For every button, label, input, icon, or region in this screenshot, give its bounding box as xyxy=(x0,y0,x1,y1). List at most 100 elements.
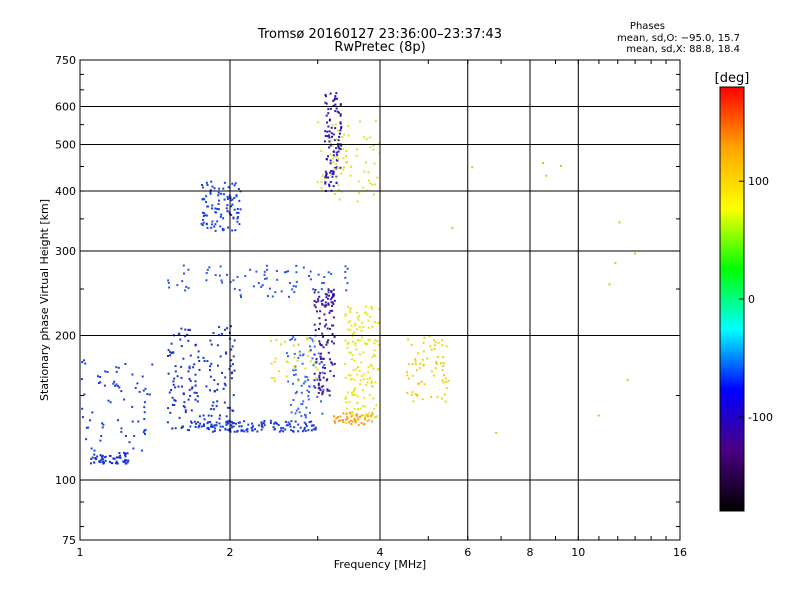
data-point xyxy=(328,394,331,397)
data-point xyxy=(211,204,214,207)
series-9 xyxy=(344,305,381,424)
data-point xyxy=(313,304,316,307)
data-point xyxy=(181,280,184,283)
data-point xyxy=(182,264,185,267)
data-point xyxy=(187,398,190,401)
data-point xyxy=(276,422,278,425)
data-point xyxy=(355,154,358,157)
data-point xyxy=(103,384,106,387)
data-point xyxy=(322,384,325,387)
data-point xyxy=(263,273,266,276)
data-point xyxy=(192,366,195,369)
data-point xyxy=(202,221,205,224)
data-point xyxy=(297,380,300,383)
data-point xyxy=(350,165,352,168)
data-point xyxy=(233,287,236,290)
data-point xyxy=(370,420,373,423)
data-point xyxy=(219,355,222,358)
data-point xyxy=(334,103,337,106)
data-point xyxy=(168,286,171,289)
data-point xyxy=(186,333,189,336)
data-point xyxy=(255,270,258,273)
data-point xyxy=(275,270,278,272)
data-point xyxy=(217,364,219,367)
data-point xyxy=(213,430,216,432)
data-point xyxy=(354,324,357,327)
data-point xyxy=(293,356,296,359)
data-point xyxy=(441,369,444,371)
data-point xyxy=(306,355,309,358)
data-point xyxy=(99,376,102,378)
data-point xyxy=(221,425,224,428)
data-point xyxy=(196,400,199,403)
data-point xyxy=(188,377,191,380)
data-point xyxy=(376,415,379,418)
data-point xyxy=(317,291,320,294)
data-point xyxy=(344,276,347,279)
data-point xyxy=(333,98,336,101)
data-point xyxy=(317,352,320,355)
data-point xyxy=(197,426,200,429)
data-point xyxy=(319,389,322,392)
data-point xyxy=(254,428,256,431)
data-point xyxy=(210,408,213,410)
data-point xyxy=(320,300,323,303)
data-point xyxy=(326,341,329,344)
data-point xyxy=(349,320,352,323)
data-point xyxy=(306,338,309,341)
data-point xyxy=(203,425,205,427)
data-point xyxy=(98,460,101,463)
data-point xyxy=(328,183,331,186)
data-point xyxy=(144,433,146,435)
data-point xyxy=(261,284,264,287)
data-point xyxy=(347,374,350,377)
data-point xyxy=(351,420,354,423)
data-point xyxy=(366,313,369,316)
data-point xyxy=(97,375,99,378)
data-point xyxy=(329,107,332,110)
data-point xyxy=(124,362,127,365)
data-point xyxy=(280,429,283,432)
chart-subtitle: RwPretec (8p) xyxy=(334,40,426,55)
data-point xyxy=(284,340,286,343)
data-point xyxy=(297,423,300,426)
data-point xyxy=(124,454,126,457)
data-point xyxy=(115,456,118,459)
data-point xyxy=(359,120,362,123)
data-point xyxy=(280,343,282,346)
data-point xyxy=(214,211,217,214)
data-point xyxy=(312,364,315,367)
data-point xyxy=(441,339,444,342)
data-point xyxy=(406,374,409,377)
x-tick-label: 6 xyxy=(464,546,471,559)
data-point xyxy=(316,181,319,184)
data-point xyxy=(226,210,229,213)
data-point xyxy=(295,390,298,393)
data-point xyxy=(354,342,357,345)
data-point xyxy=(200,222,203,225)
data-point xyxy=(201,184,203,186)
data-point xyxy=(359,415,361,418)
data-point xyxy=(260,285,263,288)
data-point xyxy=(189,425,192,428)
data-point xyxy=(327,125,330,128)
data-point xyxy=(238,289,241,292)
data-point xyxy=(108,460,111,463)
data-point xyxy=(339,166,342,169)
colorbar-tick-label: 0 xyxy=(748,293,755,306)
x-tick-label: 10 xyxy=(571,546,585,559)
data-point xyxy=(219,425,222,428)
data-point xyxy=(217,203,220,205)
data-point xyxy=(347,124,350,127)
data-point xyxy=(407,363,410,366)
y-tick-label: 750 xyxy=(55,54,76,67)
data-point xyxy=(211,425,214,428)
data-point xyxy=(194,373,197,376)
y-tick-label: 400 xyxy=(55,185,76,198)
data-point xyxy=(214,229,217,232)
data-point xyxy=(358,339,361,342)
data-point xyxy=(430,370,433,373)
data-point xyxy=(430,396,433,398)
data-point xyxy=(218,326,221,329)
data-point xyxy=(236,217,239,220)
